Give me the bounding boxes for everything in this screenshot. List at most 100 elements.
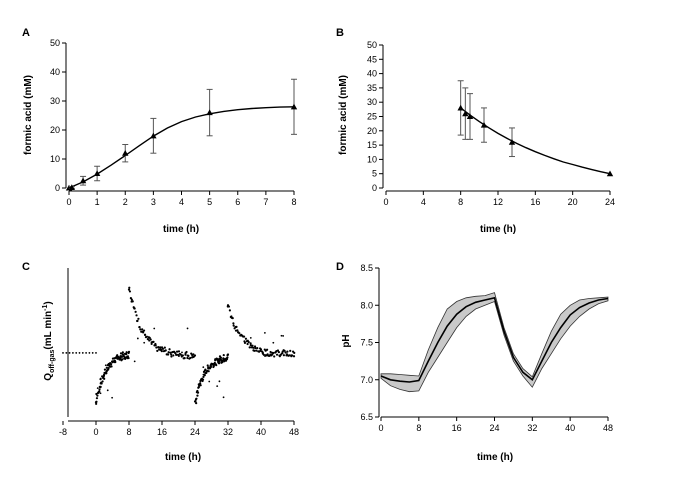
panel-a-ticks: 0 1 2 3 4 5 6 7 8 0 10 20 30 40 50 — [50, 38, 297, 207]
panel-c-data-point — [105, 372, 108, 375]
panel-b-xlabel: time (h) — [480, 224, 516, 235]
panel-c-data-point — [292, 355, 296, 358]
panel-c-data-point — [103, 368, 107, 371]
panel-c-data-point — [259, 348, 263, 351]
panel-c-letter: C — [22, 261, 30, 273]
panel-c-data-point — [289, 349, 292, 352]
panel-a-data-point — [79, 177, 87, 184]
panel-c-x-tick-label: 48 — [289, 427, 299, 437]
panel-a-y-tick-label: 50 — [50, 38, 60, 48]
panel-c-data-point — [183, 357, 186, 360]
panel-c-data-point — [125, 351, 128, 354]
panel-a-data-point — [150, 132, 157, 139]
panel-c-ylabel-main: Q — [43, 373, 54, 381]
panel-c-data-point — [291, 354, 294, 357]
panel-c-data-point — [121, 351, 124, 354]
panel-c-data-point — [249, 336, 252, 339]
panel-c-data-point — [185, 350, 188, 354]
panel-d-letter: D — [336, 261, 344, 273]
panel-d-mean-line — [380, 296, 609, 383]
panel-c-data-point — [99, 377, 102, 380]
panel-a-y-tick-label: 30 — [50, 96, 60, 106]
panel-c-data-point — [172, 350, 175, 353]
panel-c-data-point — [138, 325, 141, 329]
panel-c-data-point — [68, 352, 71, 354]
panel-d-x-tick-label: 24 — [489, 423, 499, 433]
panel-c-data-point — [110, 365, 113, 368]
panel-c-data-point — [193, 354, 197, 357]
panel-c-data-point — [276, 349, 280, 352]
panel-c-data-point — [202, 366, 205, 369]
panel-c-data-point — [282, 335, 285, 337]
panel-c-data-point — [204, 368, 207, 371]
panel-c-data-point — [293, 351, 296, 355]
panel-a-data-point — [68, 184, 76, 190]
panel-c-data-point — [286, 350, 289, 353]
panel-c-data-point — [248, 346, 251, 349]
panel-c-data-point — [95, 400, 98, 403]
panel-c-data-point — [106, 389, 109, 392]
panel-c-x-tick-label: 32 — [223, 427, 233, 437]
panel-b-y-tick-label: 30 — [367, 97, 377, 107]
panel-c-data-point — [133, 360, 136, 363]
panel-b-data-point — [508, 139, 516, 145]
panel-b-data-point — [462, 110, 469, 117]
panel-a-fit-line — [68, 106, 295, 189]
panel-c-data-point — [283, 349, 286, 352]
panel-c-data-point — [273, 355, 276, 358]
panel-b-ticks: 0 4 8 12 16 20 24 0 5 10 15 20 25 30 35 40 45 50 — [367, 40, 615, 207]
panel-c-data-point — [275, 353, 279, 356]
panel-c-data-point — [136, 319, 139, 323]
panel-c-data-point — [222, 396, 225, 399]
panel-c-data-point — [120, 355, 124, 358]
panel-d-y-tick-label: 6.5 — [360, 412, 373, 422]
panel-c-data-point — [218, 360, 221, 363]
panel-c-data-point — [128, 290, 132, 293]
panel-a-y-tick-label: 40 — [50, 67, 60, 77]
panel-c-data-point — [272, 341, 275, 344]
panel-c-data-point — [141, 328, 144, 331]
panel-c-data-point — [212, 364, 215, 368]
panel-c-data-point — [208, 380, 211, 383]
panel-c-data-point — [216, 385, 219, 388]
panel-c-data-point — [284, 351, 287, 354]
panel-c-data-point — [139, 328, 142, 331]
panel-c-data-point — [105, 369, 109, 372]
panel-c-data-point — [197, 386, 200, 389]
panel-b-x-tick-label: 16 — [530, 197, 540, 207]
panel-d-x-tick-label: 48 — [603, 423, 613, 433]
panel-a-x-tick-label: 4 — [179, 197, 184, 207]
panel-b-y-tick-label: 50 — [367, 40, 377, 50]
panel-c-data-point — [170, 353, 173, 356]
panel-c-data-point — [150, 342, 153, 346]
panel-c-data-point — [154, 342, 157, 346]
panel-c-data-point — [195, 402, 198, 405]
panel-c-data-point — [206, 364, 209, 367]
panel-c-data-point — [75, 352, 78, 354]
panel-c-data-point — [219, 358, 223, 361]
panel-c-data-point — [265, 348, 269, 351]
panel-a-x-tick-label: 3 — [151, 197, 156, 207]
panel-c-data-point — [116, 357, 119, 360]
panel-c-data-point — [134, 310, 137, 313]
panel-c-data-point — [195, 397, 198, 400]
panel-c-data-point — [101, 380, 104, 383]
panel-d-y-tick-label: 7.0 — [360, 375, 373, 385]
panel-c-data-point — [249, 342, 252, 345]
panel-c-data-point — [215, 364, 218, 367]
panel-c-data-point — [262, 353, 265, 356]
panel-d-axes — [378, 268, 608, 418]
panel-a-fit — [68, 106, 295, 189]
panel-c-data-point — [226, 356, 229, 359]
panel-c-data-point — [127, 356, 130, 360]
panel-b-y-tick-label: 0 — [372, 183, 377, 193]
panel-b-x-tick-label: 0 — [383, 197, 388, 207]
panel-b-letter: B — [336, 27, 344, 39]
panel-c-data-point — [95, 402, 98, 405]
panel-c-x-tick-label: 0 — [93, 427, 98, 437]
panel-c-x-tick-label: 24 — [190, 427, 200, 437]
panel-c-data-point — [253, 345, 257, 348]
panel-a: A 0 1 2 3 4 5 6 7 8 0 10 20 30 40 50 time (h) formic a… — [22, 27, 298, 235]
panel-d-y-tick-label: 7.5 — [360, 338, 373, 348]
